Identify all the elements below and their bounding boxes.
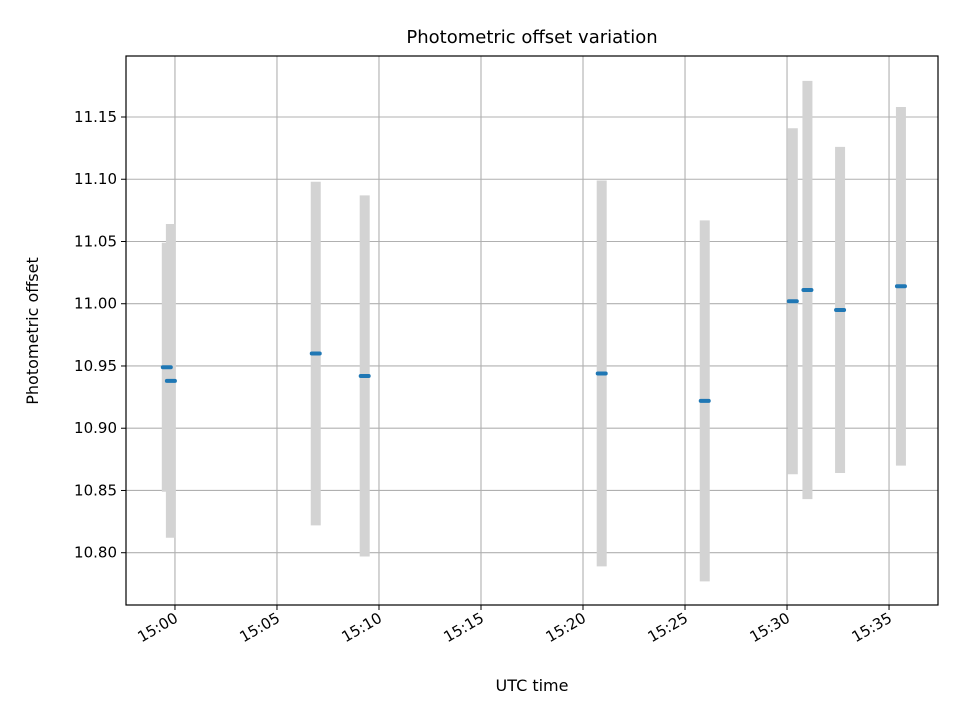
y-tick-label: 10.90: [74, 419, 117, 437]
y-tick-label: 11.15: [74, 108, 117, 126]
data-points: [160, 284, 907, 403]
y-tick-label: 10.85: [74, 481, 117, 499]
y-tick-label: 10.80: [74, 544, 117, 562]
y-tick-label: 11.05: [74, 232, 117, 250]
y-tick-label: 11.00: [74, 295, 117, 313]
y-axis-label: Photometric offset: [23, 257, 42, 405]
x-axis-label: UTC time: [496, 676, 569, 695]
y-tick-label: 11.10: [74, 170, 117, 188]
y-tick-label: 10.95: [74, 357, 117, 375]
plot-frame: [125, 55, 939, 606]
chart-title: Photometric offset variation: [406, 27, 657, 48]
